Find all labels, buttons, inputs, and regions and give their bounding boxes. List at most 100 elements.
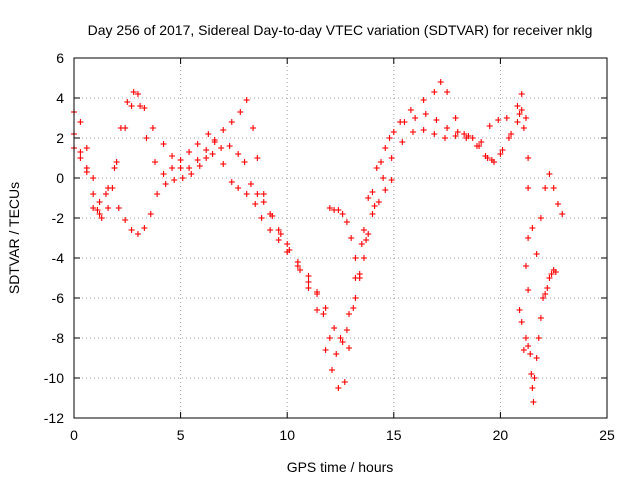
data-point [220,161,227,167]
data-point [463,135,470,141]
data-point [452,133,459,139]
data-point [111,165,118,171]
data-point [284,241,291,247]
data-point [143,135,150,141]
data-point [360,255,367,261]
data-point [343,327,350,333]
data-point [326,335,333,341]
data-point [514,103,521,109]
data-point [203,155,210,161]
data-point [495,117,502,123]
data-point [397,119,404,125]
data-point [533,251,540,257]
data-point [378,159,385,165]
data-point [518,319,525,325]
data-point [134,91,141,97]
data-point [529,385,536,391]
data-point [522,263,529,269]
data-point [520,125,527,131]
data-point [531,375,538,381]
data-point [546,171,553,177]
data-point [544,285,551,291]
y-tick-label: -2 [52,210,65,226]
data-point [96,211,103,217]
data-point [382,187,389,193]
data-point [196,163,203,169]
data-point [407,107,414,113]
data-point [96,199,103,205]
data-point [243,191,250,197]
axis-ticks: 0 5 10 15 20 25 -12 -10 -8 -6 -4 -2 0 2 4 6 [44,50,615,443]
data-point [390,129,397,135]
data-point [147,211,154,217]
data-point [194,157,201,163]
data-point [128,227,135,233]
data-point [152,159,159,165]
x-tick-label: 25 [599,427,615,443]
data-point [441,135,448,141]
data-point [226,143,233,149]
data-point [305,273,312,279]
data-point [188,171,195,177]
data-point [433,117,440,123]
data-point [269,213,276,219]
data-point [346,345,353,351]
data-point [149,125,156,131]
data-point [520,347,527,353]
chart-title: Day 256 of 2017, Sidereal Day-to-day VTE… [88,22,593,38]
data-point [420,97,427,103]
data-point [77,119,84,125]
data-point [529,225,536,231]
data-point [525,287,532,293]
data-point [296,267,303,273]
data-point [369,189,376,195]
data-point [339,339,346,345]
x-tick-label: 10 [279,427,295,443]
data-point [431,89,438,95]
data-point [186,165,193,171]
data-point [243,97,250,103]
x-tick-label: 5 [177,427,185,443]
data-point [380,175,387,181]
data-point [250,125,257,131]
data-point [386,135,393,141]
data-point [209,151,216,157]
data-point [486,123,493,129]
data-point [346,311,353,317]
data-point [528,371,535,377]
data-point [337,335,344,341]
data-point [294,259,301,265]
data-point [469,135,476,141]
data-point [237,109,244,115]
y-tick-label: -6 [52,290,65,306]
data-point [365,231,372,237]
data-point [478,139,485,145]
data-point [375,199,382,205]
data-point [177,165,184,171]
data-point [358,241,365,247]
data-point [90,191,97,197]
data-point [235,185,242,191]
data-point [369,211,376,217]
x-tick-label: 20 [493,427,509,443]
data-point [141,105,148,111]
data-point [360,227,367,233]
data-point [352,295,359,301]
data-point [160,171,167,177]
data-point [115,205,122,211]
data-point [122,217,129,223]
data-point [90,175,97,181]
data-point [177,157,184,163]
y-tick-label: 4 [56,90,64,106]
data-point [77,155,84,161]
data-point [522,335,529,341]
data-point [522,115,529,121]
data-point [260,199,267,205]
data-point [141,225,148,231]
data-point [260,191,267,197]
data-point [335,207,342,213]
data-point [169,165,176,171]
data-point [535,335,542,341]
data-point [90,205,97,211]
